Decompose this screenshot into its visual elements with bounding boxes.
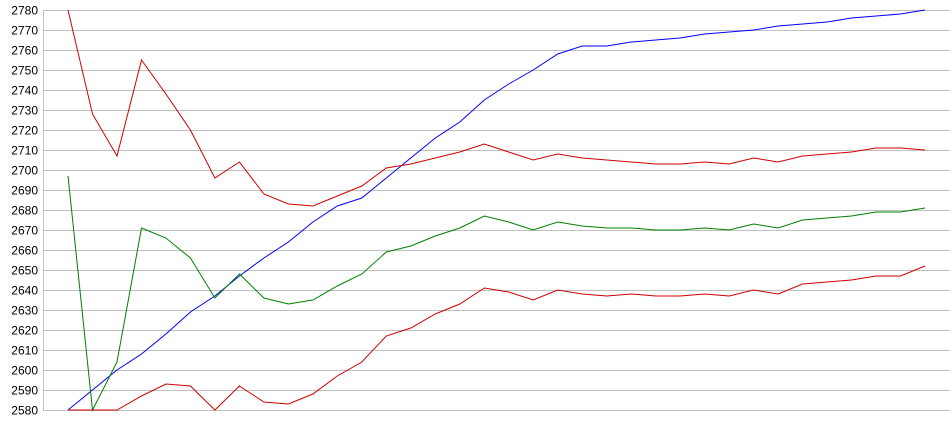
y-tick-label: 2630 [11, 304, 38, 318]
y-tick-label: 2670 [11, 224, 38, 238]
y-tick-label: 2710 [11, 144, 38, 158]
y-tick-label: 2660 [11, 244, 38, 258]
y-tick-label: 2650 [11, 264, 38, 278]
series-line-2 [67, 9, 926, 207]
series-lines [67, 9, 926, 412]
y-tick-label: 2730 [11, 104, 38, 118]
y-tick-label: 2760 [11, 44, 38, 58]
series-line-3 [67, 175, 926, 412]
series-line-1 [67, 9, 926, 411]
y-tick-label: 2720 [11, 124, 38, 138]
y-tick-label: 2740 [11, 84, 38, 98]
y-tick-label: 2620 [11, 324, 38, 338]
y-tick-label: 2680 [11, 204, 38, 218]
y-tick-label: 2640 [11, 284, 38, 298]
y-tick-label: 2590 [11, 384, 38, 398]
y-tick-label: 2690 [11, 184, 38, 198]
y-tick-label: 2610 [11, 344, 38, 358]
y-axis: 2580 2590 2600 2610 2620 2630 2640 2650 2660 2670… [11, 4, 38, 418]
series-line-4 [68, 265, 926, 411]
y-tick-label: 2750 [11, 64, 38, 78]
grid [43, 10, 950, 411]
y-tick-label: 2780 [11, 4, 38, 18]
y-tick-label: 2770 [11, 24, 38, 38]
y-tick-label: 2600 [11, 364, 38, 378]
y-tick-label: 2700 [11, 164, 38, 178]
y-tick-label: 2580 [11, 404, 38, 418]
